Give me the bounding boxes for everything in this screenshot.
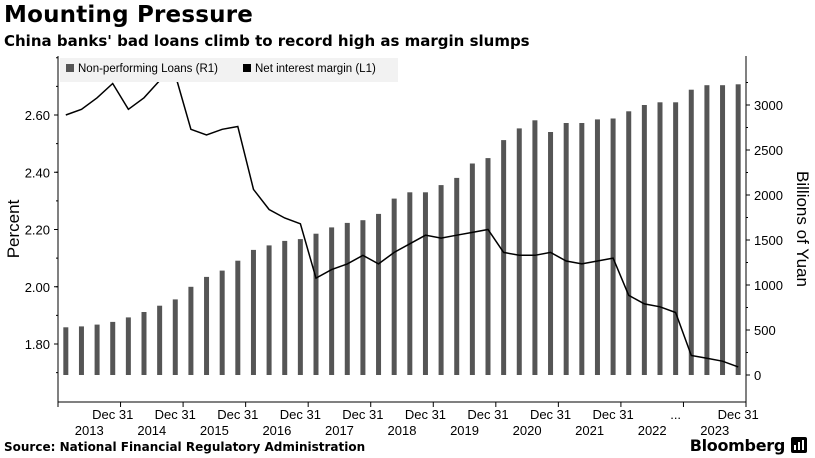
npl-bar [250,249,256,375]
right-axis-title: Billions of Yuan [793,171,812,287]
npl-bar [610,118,616,375]
legend-label-npl: Non-performing Loans (R1) [78,63,218,75]
npl-bar [297,239,303,375]
npl-bar [516,128,522,375]
x-year-label: 2016 [262,423,291,438]
x-year-label: 2022 [638,423,667,438]
npl-bar [235,260,241,375]
npl-bar [360,220,366,375]
npl-bar [94,324,100,375]
npl-bar [454,177,460,375]
right-tick-label: 0 [754,368,761,383]
npl-bar [141,312,147,375]
legend-label-nim: Net interest margin (L1) [255,63,376,75]
npl-bar [704,85,710,375]
npl-bar [110,321,116,375]
npl-bar [626,111,632,376]
nim-line [65,73,739,368]
x-year-label: 2013 [75,423,104,438]
npl-bar [579,123,585,375]
right-tick-label: 2000 [754,188,783,203]
x-tick-label: ... [670,407,681,422]
npl-bar [219,270,225,375]
npl-bar [188,286,194,375]
x-tick-label: Dec 31 [155,407,196,422]
left-tick-label: 1.80 [25,337,50,352]
x-year-label: 2018 [388,423,417,438]
npl-bar [641,105,647,375]
npl-bar [438,185,444,375]
right-tick-label: 1500 [754,233,783,248]
npl-bar [563,123,569,375]
npl-bar [344,222,350,375]
npl-bar [266,245,272,375]
npl-bar [594,119,600,376]
npl-bar [422,192,428,375]
npl-bar [688,89,694,375]
npl-bar [720,85,726,375]
npl-bar [485,158,491,375]
x-tick-label: Dec 31 [592,407,633,422]
x-year-label: 2014 [137,423,166,438]
npl-bar [407,192,413,375]
chart-subtitle: China banks' bad loans climb to record h… [4,32,530,50]
npl-bar [78,326,84,375]
x-year-label: 2017 [325,423,354,438]
x-tick-label: Dec 31 [92,407,133,422]
npl-bar [735,84,741,376]
x-tick-label: Dec 31 [217,407,258,422]
x-year-label: 2021 [575,423,604,438]
npl-bar [376,213,382,375]
npl-bar [391,198,397,375]
x-year-label: 2015 [200,423,229,438]
left-tick-label: 2.20 [25,223,50,238]
right-tick-label: 2500 [754,143,783,158]
npl-bar [63,327,69,375]
x-tick-label: Dec 31 [718,407,759,422]
left-tick-label: 2.00 [25,280,50,295]
x-year-label: 2019 [450,423,479,438]
npl-bar [469,163,475,375]
npl-bar [329,227,335,375]
legend-box [60,58,398,82]
x-tick-label: Dec 31 [405,407,446,422]
brand-name: Bloomberg [689,436,786,455]
npl-bar [172,299,178,375]
npl-bar [157,305,163,375]
npl-bar [532,120,538,375]
npl-bar [501,140,507,375]
left-axis-title: Percent [4,199,23,258]
npl-bar [657,102,663,376]
x-tick-label: Dec 31 [342,407,383,422]
left-tick-label: 2.40 [25,165,50,180]
x-tick-label: Dec 31 [530,407,571,422]
chart-title: Mounting Pressure [4,2,254,28]
npl-bar [313,233,319,375]
x-tick-label: Dec 31 [467,407,508,422]
npl-bar [548,132,554,375]
source-note: Source: National Financial Regulatory Ad… [4,440,366,454]
legend-swatch-npl [66,64,74,72]
legend-swatch-nim [243,64,251,72]
x-year-label: 2020 [513,423,542,438]
bloomberg-logo-icon [791,437,807,453]
npl-bar [125,317,131,375]
left-tick-label: 2.60 [25,108,50,123]
right-tick-label: 500 [754,323,776,338]
npl-bar [673,102,679,376]
x-tick-label: Dec 31 [280,407,321,422]
right-tick-label: 3000 [754,98,783,113]
right-tick-label: 1000 [754,278,783,293]
npl-bar [204,276,210,375]
npl-bar [282,240,288,375]
x-year-label: 2023 [700,423,729,438]
